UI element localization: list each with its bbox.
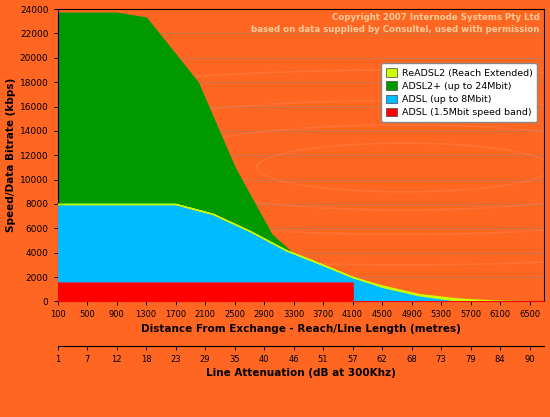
Text: Copyright 2007 Internode Systems Pty Ltd
based on data supplied by Consultel, us: Copyright 2007 Internode Systems Pty Ltd… [251,13,540,34]
X-axis label: Line Attenuation (dB at 300Khz): Line Attenuation (dB at 300Khz) [206,368,396,378]
Legend: ReADSL2 (Reach Extended), ADSL2+ (up to 24Mbit), ADSL (up to 8Mbit), ADSL (1.5Mb: ReADSL2 (Reach Extended), ADSL2+ (up to … [381,63,537,122]
X-axis label: Distance From Exchange - Reach/Line Length (metres): Distance From Exchange - Reach/Line Leng… [141,324,461,334]
Y-axis label: Speed/Data Bitrate (kbps): Speed/Data Bitrate (kbps) [6,78,15,232]
